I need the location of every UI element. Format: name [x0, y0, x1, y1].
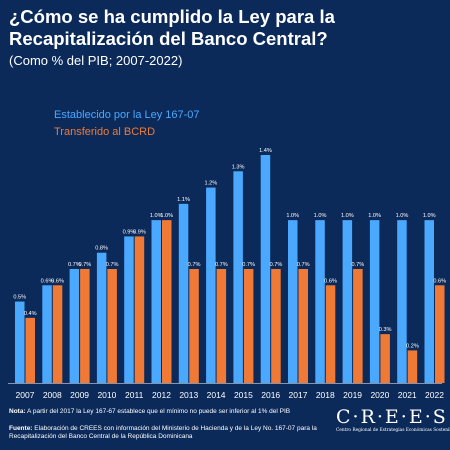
bar-transferred-2007	[25, 317, 35, 383]
x-tick-2017: 2017	[289, 390, 308, 400]
legend-established: Establecido por la Ley 167-07	[54, 109, 200, 121]
bar-transferred-2022	[435, 285, 445, 383]
data-label-transferred-2021: 0.2%	[406, 343, 419, 349]
data-label-transferred-2007: 0.4%	[24, 311, 37, 317]
bar-established-2020	[369, 220, 380, 383]
bar-established-2012	[151, 220, 161, 383]
x-tick-2020: 2020	[370, 390, 389, 400]
bar-established-2017	[288, 220, 298, 383]
bar-transferred-2018	[325, 285, 336, 383]
data-label-established-2017: 1.0%	[286, 213, 299, 219]
bar-established-2021	[397, 220, 407, 383]
bar-established-2011	[124, 236, 134, 383]
x-tick-2011: 2011	[125, 390, 144, 400]
bar-established-2019	[342, 220, 353, 383]
source-label: Fuente:	[9, 425, 33, 432]
chart-title: ¿Cómo se ha cumplido la Ley para la Reca…	[9, 6, 335, 49]
bar-transferred-2010	[107, 269, 117, 383]
bar-established-2015	[233, 171, 243, 383]
bar-transferred-2015	[243, 269, 254, 383]
data-label-transferred-2015: 0.7%	[242, 262, 255, 268]
x-tick-2009: 2009	[70, 390, 89, 400]
bar-transferred-2013	[189, 269, 199, 383]
x-tick-2019: 2019	[343, 390, 362, 400]
bar-established-2018	[315, 220, 325, 383]
data-label-transferred-2016: 0.7%	[270, 262, 283, 268]
bar-transferred-2016	[271, 269, 281, 383]
data-label-established-2013: 1.1%	[177, 197, 190, 203]
logo-wordmark: C·R·E·E·S	[336, 406, 448, 428]
bar-established-2010	[96, 252, 107, 383]
x-tick-2010: 2010	[97, 390, 116, 400]
data-label-established-2015: 1.3%	[232, 164, 245, 170]
bar-established-2022	[424, 220, 434, 383]
note-label: Nota:	[9, 408, 26, 415]
bar-transferred-2019	[353, 269, 363, 383]
chart-subtitle: (Como % del PIB; 2007-2022)	[9, 53, 183, 68]
data-label-established-2020: 1.0%	[368, 213, 381, 219]
bar-transferred-2009	[80, 269, 90, 383]
x-tick-2021: 2021	[398, 390, 417, 400]
x-tick-2008: 2008	[43, 390, 62, 400]
x-tick-2012: 2012	[152, 390, 171, 400]
data-label-transferred-2008: 0.6%	[51, 278, 64, 284]
data-label-established-2021: 1.0%	[396, 213, 409, 219]
bar-transferred-2020	[380, 334, 390, 383]
data-label-established-2012: 1.0%	[150, 213, 163, 219]
note-text: A partir del 2017 la Ley 167-67 establec…	[25, 408, 291, 415]
bar-transferred-2011	[134, 236, 145, 383]
bar-established-2007	[15, 301, 25, 383]
bar-transferred-2021	[407, 350, 418, 383]
data-label-transferred-2018: 0.6%	[324, 278, 337, 284]
data-label-transferred-2014: 0.7%	[215, 262, 228, 268]
data-label-established-2008: 0.6%	[41, 278, 54, 284]
logo-tagline: Centro Regional de Estrategias Económica…	[336, 428, 450, 433]
data-label-transferred-2020: 0.3%	[379, 327, 392, 333]
data-label-established-2022: 1.0%	[423, 213, 436, 219]
x-tick-2022: 2022	[425, 390, 444, 400]
data-label-established-2009: 0.7%	[68, 262, 81, 268]
data-label-transferred-2009: 0.7%	[78, 262, 91, 268]
bar-transferred-2012	[162, 220, 172, 383]
bar-established-2008	[42, 285, 52, 383]
footnote: Nota: A partir del 2017 la Ley 167-67 es…	[9, 408, 339, 416]
data-label-transferred-2012: 1.0%	[160, 213, 173, 219]
legend-transferred: Transferido al BCRD	[54, 126, 156, 138]
x-tick-2015: 2015	[234, 390, 253, 400]
bar-established-2009	[69, 269, 80, 383]
legend: Establecido por la Ley 167-07 Transferid…	[54, 107, 200, 141]
data-label-transferred-2022: 0.6%	[433, 278, 446, 284]
bar-established-2013	[178, 203, 189, 383]
data-label-established-2019: 1.0%	[341, 213, 354, 219]
x-tick-2013: 2013	[179, 390, 198, 400]
bar-transferred-2017	[298, 269, 308, 383]
data-label-transferred-2010: 0.7%	[106, 262, 119, 268]
x-tick-2007: 2007	[16, 390, 35, 400]
data-label-established-2011: 0.9%	[123, 229, 136, 235]
data-label-transferred-2019: 0.7%	[351, 262, 364, 268]
data-label-established-2007: 0.5%	[13, 295, 26, 301]
x-tick-2018: 2018	[316, 390, 335, 400]
data-label-established-2010: 0.8%	[95, 246, 108, 252]
bar-established-2014	[206, 187, 216, 383]
bar-transferred-2008	[52, 285, 63, 383]
data-label-transferred-2011: 0.9%	[133, 229, 146, 235]
data-label-established-2018: 1.0%	[314, 213, 327, 219]
bar-transferred-2014	[216, 269, 227, 383]
source-text: Elaboración de CREES con información del…	[9, 425, 317, 440]
source-note: Fuente: Elaboración de CREES con informa…	[9, 425, 339, 441]
data-label-transferred-2017: 0.7%	[297, 262, 310, 268]
data-label-transferred-2013: 0.7%	[188, 262, 201, 268]
x-tick-2016: 2016	[261, 390, 280, 400]
bar-established-2016	[260, 155, 271, 383]
x-tick-2014: 2014	[207, 390, 226, 400]
data-label-established-2016: 1.4%	[259, 148, 272, 154]
crees-logo: C·R·E·E·S Centro Regional de Estrategias…	[336, 406, 450, 434]
data-label-established-2014: 1.2%	[204, 181, 217, 187]
